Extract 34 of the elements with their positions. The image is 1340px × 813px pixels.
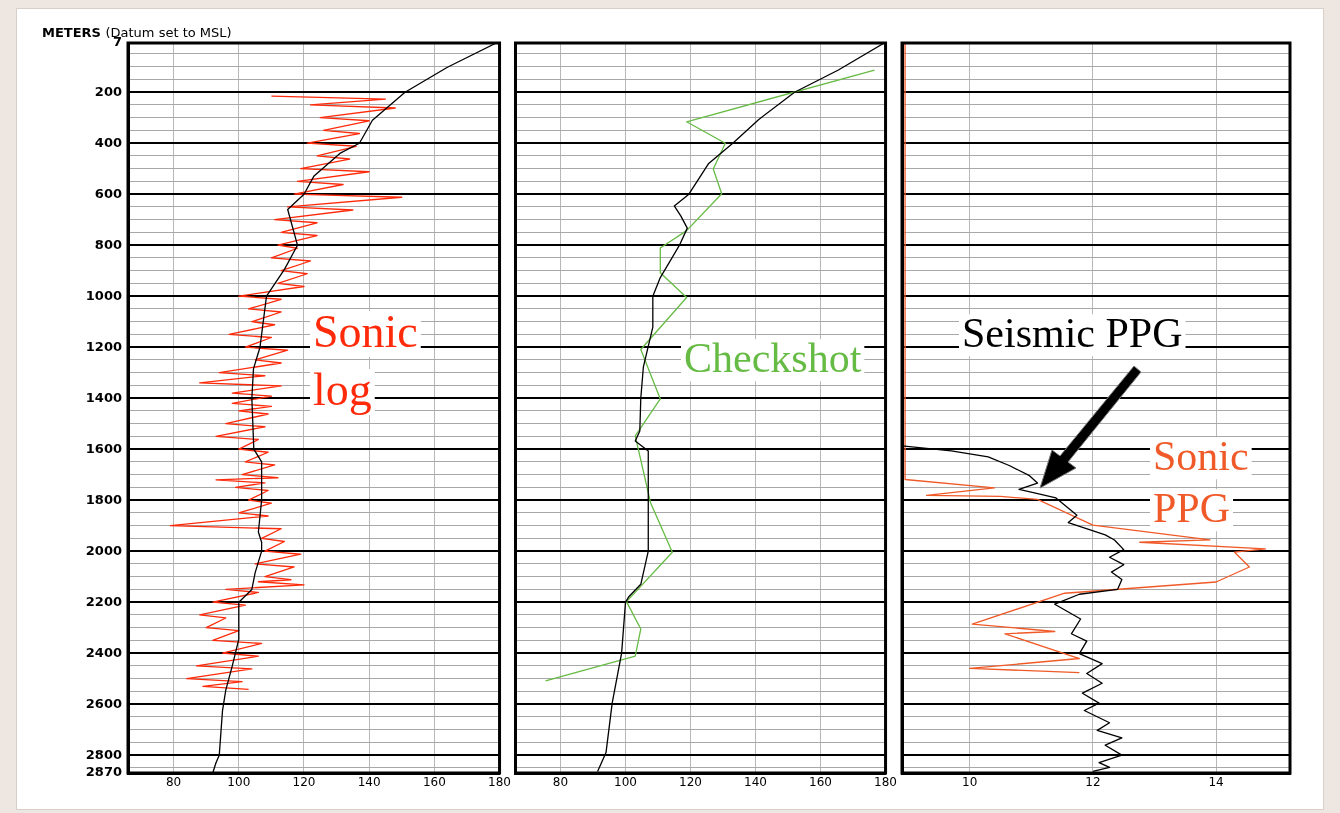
x-tick-label: 80 [165,775,182,790]
y-tick-label: 2200 [85,593,122,609]
x-tick-label: 120 [292,775,316,790]
y-tick-label: 2000 [85,542,122,558]
series-label: Sonic PPG [1153,433,1249,531]
x-tick-label: 180 [488,775,511,790]
y-tick-label: 2600 [85,695,122,711]
y-tick-label: 1000 [85,287,122,303]
series-label: Checkshot [684,335,862,381]
x-tick-label: 180 [874,775,897,790]
y-tick-label: 600 [94,185,122,201]
x-tick-label: 80 [552,775,569,790]
x-tick-label: 14 [1208,775,1224,790]
x-tick-label: 160 [809,775,832,790]
series-label: Sonic log [313,306,418,415]
x-tick-label: 100 [227,775,251,790]
y-tick-label: 2800 [85,746,122,762]
x-tick-label: 100 [614,775,637,790]
y-tick-label: 1800 [85,491,122,507]
y-tick-label: 1400 [85,389,122,405]
y-tick-label: 200 [94,83,122,99]
text: Seismic PPG [962,310,1183,356]
x-tick-label: 12 [1085,775,1101,790]
x-tick-label: 120 [679,775,702,790]
x-tick-label: 160 [422,775,446,790]
y-tick-label: 400 [94,134,122,150]
x-tick-label: 10 [962,775,978,790]
y-tick-label: 1200 [85,338,122,354]
x-tick-label: 140 [744,775,767,790]
y-tick-label: 2400 [85,644,122,660]
x-tick-label: 140 [357,775,381,790]
y-tick-label: 800 [94,236,122,252]
y-tick-label: 2870 [85,764,122,780]
y-tick-label: 1600 [85,440,122,456]
